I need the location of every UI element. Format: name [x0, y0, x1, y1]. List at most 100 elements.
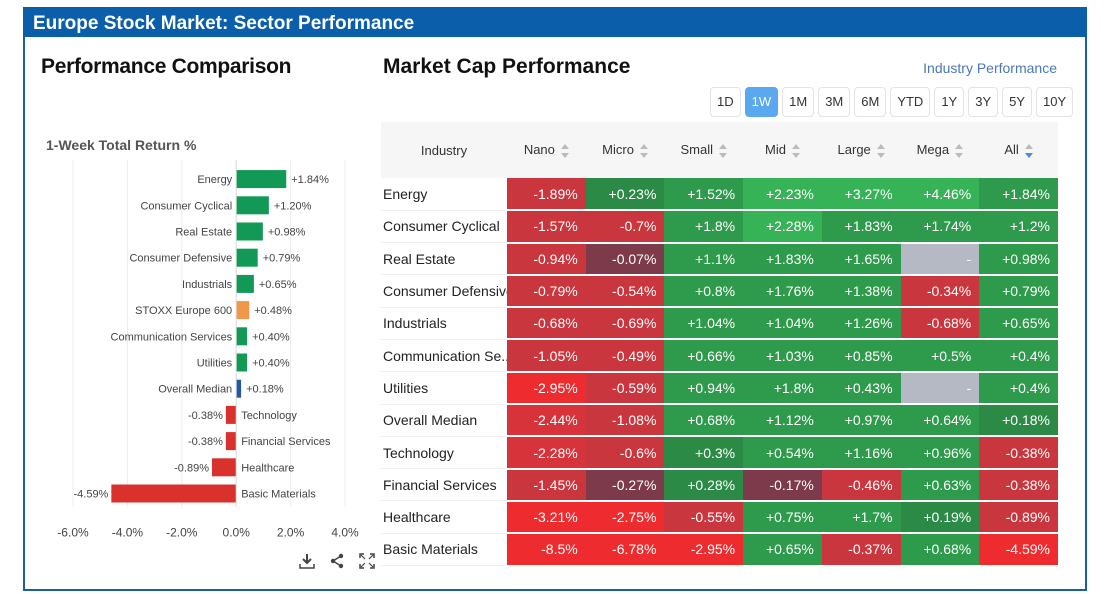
column-header-small[interactable]: Small [664, 122, 743, 178]
cell-micro: -2.75% [585, 500, 665, 535]
share-icon[interactable] [328, 552, 346, 570]
bar-consumer-defensive[interactable] [236, 248, 258, 267]
category-label: Utilities [197, 358, 233, 370]
sort-icon[interactable] [876, 143, 885, 158]
cell-large: -0.46% [821, 468, 901, 502]
window-title: Europe Stock Market: Sector Performance [23, 7, 1087, 37]
bar-financial-services[interactable] [225, 432, 237, 451]
sector-bar-chart: -6.0% -4.0% -2.0% 0.0% 2.0% 4.0% Energy +1.84% C… [57, 160, 359, 540]
column-header-label: Small [680, 142, 714, 158]
chart-toolbar [298, 552, 376, 570]
market-cap-performance-title: Market Cap Performance [383, 55, 631, 78]
cell-small: +0.3% [664, 436, 744, 470]
bar-utilities[interactable] [236, 353, 248, 372]
cell-mega: +0.19% [900, 500, 980, 535]
cell-large: +1.83% [821, 210, 901, 244]
period-tab-5y[interactable]: 5Y [1002, 87, 1033, 117]
table-row[interactable]: Basic Materials -8.5% -6.78% -2.95% +0.65% -0… [381, 533, 1058, 567]
cell-mega: -0.68% [900, 307, 980, 341]
cell-small: +1.52% [664, 178, 744, 212]
cell-nano: -1.45% [507, 468, 586, 502]
cell-small: +1.1% [664, 242, 744, 276]
table-row[interactable]: Financial Services -1.45% -0.27% +0.28% -0.1… [381, 468, 1058, 502]
industry-name: Communication Se... [381, 339, 507, 373]
column-header-all[interactable]: All [979, 122, 1058, 178]
data-label: +0.98% [268, 227, 306, 239]
category-label: Healthcare [241, 462, 294, 474]
bar-energy[interactable] [236, 170, 287, 189]
cell-nano: -0.94% [507, 242, 586, 276]
sort-icon[interactable] [639, 143, 648, 158]
table-row[interactable]: Technology -2.28% -0.6% +0.3% +0.54% +1.16% +0… [381, 436, 1058, 470]
data-label: +0.18% [246, 384, 284, 396]
category-label: Overall Median [158, 384, 232, 396]
period-tab-10y[interactable]: 10Y [1036, 87, 1074, 117]
sort-icon[interactable] [1024, 143, 1033, 158]
period-tab-6m[interactable]: 6M [854, 87, 887, 117]
table-row[interactable]: Overall Median -2.44% -1.08% +0.68% +1.12% +0… [381, 404, 1058, 438]
cell-small: -0.55% [664, 500, 744, 535]
cell-large: +1.38% [821, 274, 901, 309]
bar-basic-materials[interactable] [111, 484, 237, 503]
cell-mega: +0.5% [900, 339, 980, 373]
column-header-mega[interactable]: Mega [901, 122, 980, 178]
column-header-nano[interactable]: Nano [507, 122, 586, 178]
column-header-large[interactable]: Large [822, 122, 901, 178]
period-tab-1d[interactable]: 1D [710, 87, 741, 117]
column-header-label: Mega [916, 142, 950, 158]
cell-micro: -0.59% [585, 371, 665, 406]
cell-nano: -1.57% [507, 210, 586, 244]
cell-mid: +1.76% [743, 274, 822, 309]
bar-overall-median[interactable] [236, 379, 242, 398]
cell-nano: -2.95% [507, 371, 586, 406]
industry-performance-link[interactable]: Industry Performance [923, 60, 1057, 76]
table-row[interactable]: Industrials -0.68% -0.69% +1.04% +1.04% +1.26… [381, 307, 1058, 341]
column-header-micro[interactable]: Micro [586, 122, 665, 178]
table-row[interactable]: Communication Se... -1.05% -0.49% +0.66% +1.… [381, 339, 1058, 373]
cell-large: +0.43% [821, 371, 901, 406]
category-label: Financial Services [241, 436, 331, 448]
fullscreen-icon[interactable] [358, 552, 376, 570]
table-row[interactable]: Energy -1.89% +0.23% +1.52% +2.23% +3.27% +4.4… [381, 178, 1058, 212]
cell-mega: -0.34% [900, 274, 980, 309]
x-tick-label: -2.0% [166, 526, 198, 540]
table-row[interactable]: Consumer Cyclical -1.57% -0.7% +1.8% +2.28% +… [381, 210, 1058, 244]
column-header-mid[interactable]: Mid [743, 122, 822, 178]
period-tab-ytd[interactable]: YTD [890, 87, 931, 117]
cell-all: +0.4% [979, 371, 1058, 406]
period-tab-1w[interactable]: 1W [744, 87, 779, 117]
column-header-label: All [1004, 142, 1019, 158]
chart-title: 1-Week Total Return % [46, 137, 197, 153]
period-tab-3m[interactable]: 3M [818, 87, 851, 117]
table-row[interactable]: Consumer Defensive -0.79% -0.54% +0.8% +1.76… [381, 274, 1058, 309]
download-icon[interactable] [298, 552, 316, 570]
category-label: Communication Services [111, 331, 233, 343]
data-label: +0.40% [252, 358, 290, 370]
sort-icon[interactable] [955, 143, 964, 158]
bar-communication-services[interactable] [236, 327, 248, 346]
sort-icon[interactable] [791, 143, 800, 158]
table-row[interactable]: Utilities -2.95% -0.59% +0.94% +1.8% +0.43% - +… [381, 371, 1058, 406]
cell-mid: +2.23% [743, 178, 822, 212]
table-row[interactable]: Real Estate -0.94% -0.07% +1.1% +1.83% +1.65%… [381, 242, 1058, 276]
sort-icon[interactable] [719, 143, 728, 158]
industry-name: Utilities [381, 371, 507, 405]
period-tab-1y[interactable]: 1Y [934, 87, 965, 117]
data-label: +1.84% [291, 174, 329, 186]
bar-real-estate[interactable] [236, 222, 263, 241]
period-tabs: 1D 1W 1M 3M 6M YTD 1Y 3Y 5Y 10Y [710, 87, 1074, 117]
period-tab-3y[interactable]: 3Y [968, 87, 999, 117]
table-row[interactable]: Healthcare -3.21% -2.75% -0.55% +0.75% +1.7% +… [381, 500, 1058, 535]
bar-technology[interactable] [225, 405, 237, 424]
bar-consumer-cyclical[interactable] [236, 196, 269, 215]
data-label: +0.79% [263, 253, 301, 265]
cell-mega: +4.46% [900, 178, 980, 212]
period-tab-1m[interactable]: 1M [782, 87, 815, 117]
x-tick-label: 0.0% [223, 526, 251, 540]
bar-stoxx-europe-600[interactable] [236, 301, 250, 320]
bar-industrials[interactable] [236, 274, 254, 293]
bar-healthcare[interactable] [211, 458, 237, 477]
sort-icon[interactable] [560, 143, 569, 158]
cell-micro: +0.23% [585, 178, 665, 212]
industry-name: Energy [381, 178, 507, 211]
